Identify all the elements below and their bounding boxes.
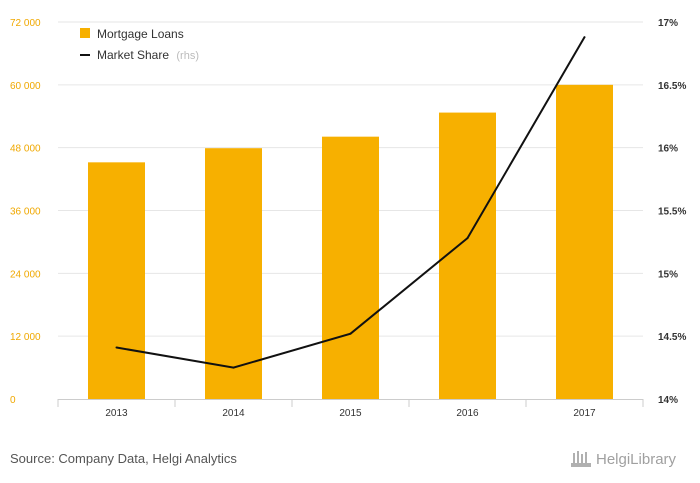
library-icon [571,451,591,467]
y-axis-right: 14% 14.5% 15% 15.5% 16% 16.5% 17% [658,18,686,406]
brand-text: HelgiLibrary [596,451,677,468]
y-right-tick-label: 14.5% [658,332,686,343]
line-point [466,237,469,240]
bar [322,136,379,399]
legend-label-bar: Mortgage Loans [97,27,184,41]
line-point [115,346,118,349]
bar [556,84,613,399]
line-point [583,36,586,39]
y-axis-left: 0 12 000 24 000 36 000 48 000 60 000 72 000 [10,18,41,406]
x-axis: 2013 2014 2015 2016 2017 [57,399,644,419]
bar [88,162,145,399]
x-tick-label: 2014 [222,408,245,419]
chart-canvas: 2013 2014 2015 2016 2017 0 12 000 24 000 36 000… [10,18,686,419]
y-left-tick-label: 12 000 [10,332,41,343]
y-right-tick-label: 14% [658,395,678,406]
y-right-tick-label: 16.5% [658,81,686,92]
svg-text:Market Share (rhs): Market Share (rhs) [97,48,199,62]
line-point [349,332,352,335]
x-tick-label: 2015 [339,408,362,419]
x-tick-label: 2016 [456,408,479,419]
y-right-tick-label: 15.5% [658,207,686,218]
y-left-tick-label: 60 000 [10,81,41,92]
y-right-tick-label: 17% [658,18,678,29]
bar [205,148,262,399]
legend-swatch-bar [80,28,90,38]
y-right-tick-label: 15% [658,269,678,280]
bar-series [88,84,613,400]
y-left-tick-label: 24 000 [10,269,41,280]
x-tick-label: 2017 [573,408,596,419]
x-tick-label: 2013 [105,408,128,419]
legend: Mortgage Loans Market Share (rhs) [80,27,199,62]
y-left-tick-label: 48 000 [10,144,41,155]
brand-logo[interactable]: HelgiLibrary [570,449,694,471]
line-series [115,36,586,369]
legend-rhs-note: (rhs) [176,50,199,62]
y-right-tick-label: 16% [658,144,678,155]
line-point [232,366,235,369]
y-left-tick-label: 72 000 [10,18,41,29]
y-left-tick-label: 36 000 [10,207,41,218]
legend-label-line: Market Share [97,48,169,62]
y-left-tick-label: 0 [10,395,16,406]
source-note: Source: Company Data, Helgi Analytics [10,451,237,466]
bar [439,112,496,400]
